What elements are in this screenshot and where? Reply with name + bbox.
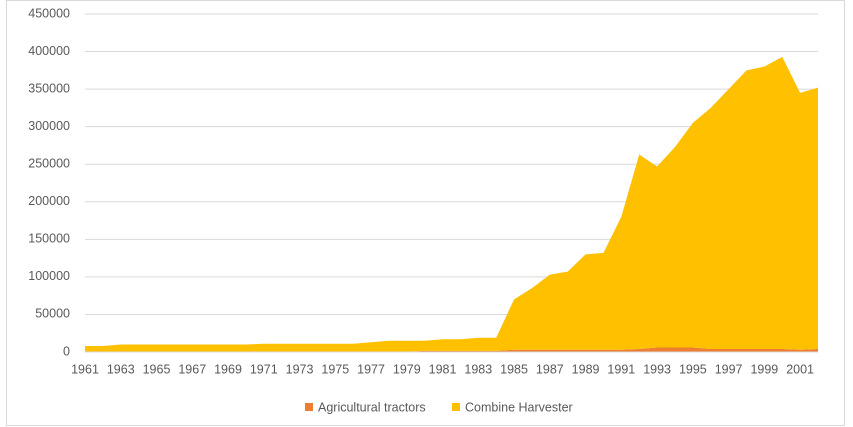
legend-label: Agricultural tractors [318,400,426,414]
area [85,56,818,352]
y-tick-label: 400000 [28,44,70,58]
x-tick-label: 1971 [250,362,278,376]
y-tick-label: 150000 [28,232,70,246]
x-tick-label: 1969 [214,362,242,376]
x-tick-label: 1979 [393,362,421,376]
y-tick-label: 350000 [28,81,70,95]
x-tick-label: 1993 [643,362,671,376]
x-tick-label: 1977 [357,362,385,376]
legend-label: Combine Harvester [465,400,573,414]
y-tick-label: 50000 [35,307,70,321]
legend-swatch [452,403,460,411]
y-tick-label: 200000 [28,194,70,208]
y-tick-label: 250000 [28,157,70,171]
x-tick-label: 1967 [178,362,206,376]
x-tick-label: 1989 [572,362,600,376]
y-tick-label: 450000 [28,6,70,20]
y-tick-label: 300000 [28,119,70,133]
x-tick-label: 1983 [464,362,492,376]
x-tick-label: 1973 [286,362,314,376]
x-tick-label: 1997 [715,362,743,376]
x-tick-label: 2001 [786,362,814,376]
x-tick-label: 1985 [500,362,528,376]
x-tick-label: 1963 [107,362,135,376]
x-tick-label: 1965 [143,362,171,376]
x-tick-label: 1961 [71,362,99,376]
x-tick-label: 1987 [536,362,564,376]
area [85,347,818,352]
legend-swatch [305,403,313,411]
x-tick-label: 1995 [679,362,707,376]
x-tick-label: 1975 [321,362,349,376]
x-tick-label: 1981 [429,362,457,376]
x-tick-label: 1991 [607,362,635,376]
y-tick-label: 0 [63,344,70,358]
y-tick-label: 100000 [28,269,70,283]
x-tick-label: 1999 [750,362,778,376]
